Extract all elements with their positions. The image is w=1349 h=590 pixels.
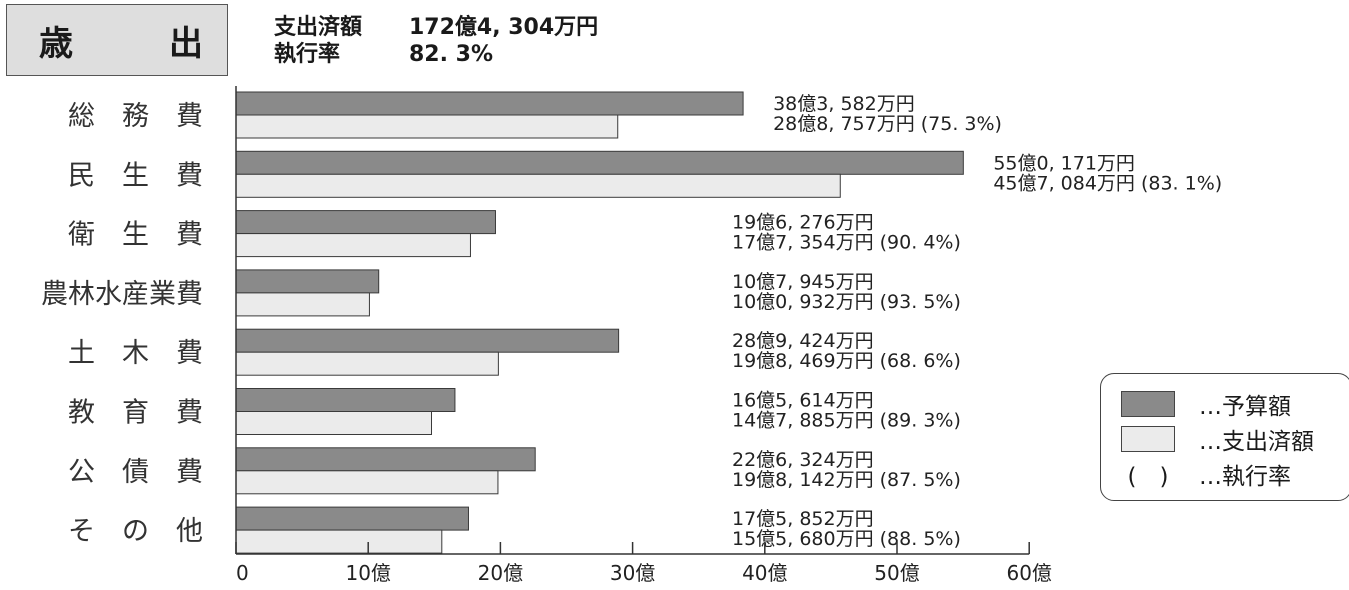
x-tick-label: 40億	[742, 561, 787, 585]
summary-rate-value: 82. 3%	[409, 42, 493, 67]
category-label: 衛 生 費	[68, 220, 203, 251]
bar-spent	[235, 411, 433, 435]
spent-value-label: 14億7, 885万円 (89. 3%)	[732, 410, 961, 432]
title-left-char: 歳	[39, 23, 73, 64]
spent-value-label: 17億7, 354万円 (90. 4%)	[732, 232, 961, 254]
budget-value-label: 16億5, 614万円	[732, 390, 874, 412]
bar-spent	[235, 114, 619, 139]
legend-label-rate: …執行率	[1199, 463, 1291, 490]
spent-value-label: 10億0, 932万円 (93. 5%)	[732, 291, 961, 313]
legend-label-spent: …支出済額	[1199, 428, 1314, 455]
category-label: 土 木 費	[68, 338, 203, 369]
legend-item-budget: …予算額	[1121, 386, 1349, 421]
category-label: 農林水産業費	[41, 279, 203, 310]
budget-value-label: 28億9, 424万円	[732, 330, 874, 352]
title-right-char: 出	[169, 23, 203, 64]
bar-budget	[235, 328, 620, 353]
bar-spent	[235, 173, 841, 198]
category-label: 民 生 費	[68, 160, 203, 191]
bar-budget	[235, 447, 536, 472]
summary-rate-label: 執行率	[274, 42, 341, 67]
bar-budget	[235, 388, 456, 412]
summary-row-rate: 執行率 82. 3%	[274, 41, 598, 68]
category-label: そ の 他	[68, 516, 203, 547]
budget-value-label: 55億0, 171万円	[993, 152, 1135, 174]
summary-block: 支出済額 172億4, 304万円 執行率 82. 3%	[274, 14, 598, 68]
x-tick-label: 30億	[610, 561, 655, 585]
bar-spent	[235, 351, 499, 376]
bar-budget	[235, 506, 469, 531]
legend-rate-symbol: ( )	[1127, 463, 1169, 490]
category-label: 公 債 費	[68, 457, 203, 488]
bar-spent	[235, 470, 499, 495]
category-label: 総 務 費	[68, 101, 203, 132]
summary-total-value: 172億4, 304万円	[409, 15, 599, 40]
budget-value-label: 17億5, 852万円	[732, 508, 874, 530]
bar-spent	[235, 529, 443, 554]
legend-item-rate: ( ) …執行率	[1121, 456, 1349, 491]
x-tick-label: 50億	[874, 561, 919, 585]
x-tick-label: 20億	[478, 561, 523, 585]
summary-total-label: 支出済額	[274, 15, 363, 40]
budget-value-label: 22億6, 324万円	[732, 449, 874, 471]
budget-value-label: 10億7, 945万円	[732, 271, 874, 293]
x-tick-label: 60億	[1006, 561, 1051, 585]
bar-spent	[235, 292, 370, 317]
spent-value-label: 15億5, 680万円 (88. 5%)	[732, 528, 961, 550]
x-tick-label: 10億	[345, 561, 390, 585]
bar-budget	[235, 91, 744, 116]
summary-row-total: 支出済額 172億4, 304万円	[274, 14, 598, 41]
legend: …予算額 …支出済額 ( ) …執行率	[1100, 373, 1349, 501]
category-label: 教 育 費	[68, 398, 203, 429]
spent-value-label: 19億8, 142万円 (87. 5%)	[732, 469, 961, 491]
legend-swatch-budget	[1121, 390, 1175, 417]
bar-budget	[235, 150, 964, 175]
title-box: 歳 出	[6, 4, 228, 76]
budget-value-label: 38億3, 582万円	[773, 93, 915, 115]
bar-budget	[235, 269, 380, 294]
x-tick-label: 0	[236, 561, 249, 585]
spent-value-label: 19億8, 469万円 (68. 6%)	[732, 350, 961, 372]
legend-swatch-spent	[1121, 425, 1175, 452]
bar-spent	[235, 233, 471, 258]
spent-value-label: 28億8, 757万円 (75. 3%)	[773, 113, 1002, 135]
legend-item-spent: …支出済額	[1121, 421, 1349, 456]
spent-value-label: 45億7, 084万円 (83. 1%)	[993, 172, 1222, 194]
budget-value-label: 19億6, 276万円	[732, 212, 874, 234]
legend-label-budget: …予算額	[1199, 393, 1291, 420]
bar-budget	[235, 210, 496, 235]
